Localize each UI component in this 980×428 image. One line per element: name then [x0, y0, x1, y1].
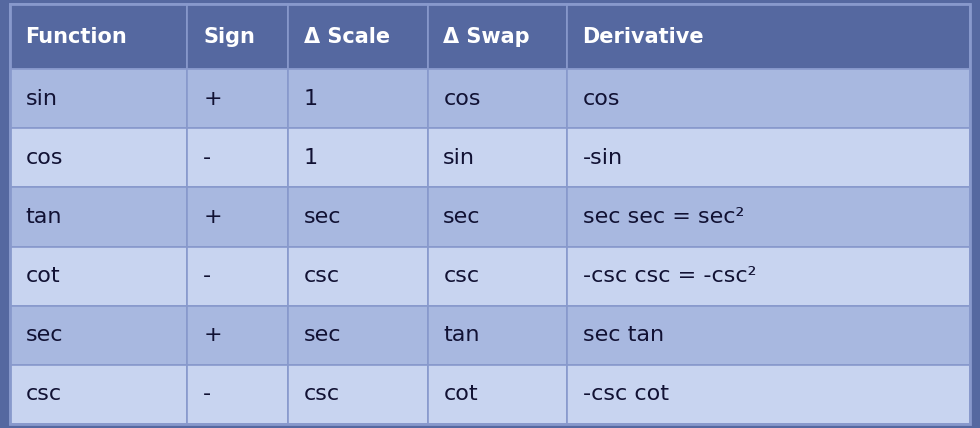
Bar [288, 69, 427, 128]
Text: csc: csc [25, 384, 62, 404]
Bar [10, 187, 187, 247]
Bar [427, 365, 566, 424]
Bar [566, 69, 970, 128]
Text: +: + [203, 325, 221, 345]
Text: Δ Scale: Δ Scale [304, 27, 390, 47]
Bar [566, 247, 970, 306]
Text: cos: cos [582, 89, 620, 109]
Bar [187, 365, 288, 424]
Text: -: - [203, 266, 212, 286]
Text: sin: sin [25, 89, 58, 109]
Text: sec: sec [304, 325, 341, 345]
Bar [566, 187, 970, 247]
Bar [427, 306, 566, 365]
Text: csc: csc [304, 384, 340, 404]
Bar [427, 69, 566, 128]
Text: -csc cot: -csc cot [582, 384, 668, 404]
Text: Derivative: Derivative [582, 27, 705, 47]
Bar [566, 128, 970, 187]
Text: sec: sec [304, 207, 341, 227]
Bar [427, 247, 566, 306]
Bar [187, 247, 288, 306]
Text: tan: tan [443, 325, 480, 345]
Text: 1: 1 [304, 148, 318, 168]
Bar [10, 365, 187, 424]
Text: tan: tan [25, 207, 62, 227]
Text: sec: sec [25, 325, 63, 345]
Bar [566, 306, 970, 365]
Bar [288, 365, 427, 424]
Bar [10, 69, 187, 128]
Text: Function: Function [25, 27, 127, 47]
Bar [288, 187, 427, 247]
Bar [10, 247, 187, 306]
Text: cot: cot [443, 384, 478, 404]
Text: -: - [203, 148, 212, 168]
Bar [187, 187, 288, 247]
Bar [187, 4, 288, 69]
Bar [288, 306, 427, 365]
Bar [187, 306, 288, 365]
Text: 1: 1 [304, 89, 318, 109]
Text: sin: sin [443, 148, 475, 168]
Text: csc: csc [443, 266, 479, 286]
Bar [566, 4, 970, 69]
Bar [288, 247, 427, 306]
Text: sec: sec [443, 207, 481, 227]
Text: +: + [203, 207, 221, 227]
Bar [566, 365, 970, 424]
Text: -csc csc = -csc²: -csc csc = -csc² [582, 266, 756, 286]
Bar [10, 306, 187, 365]
Bar [427, 128, 566, 187]
Bar [187, 69, 288, 128]
Text: sec tan: sec tan [582, 325, 663, 345]
Text: -: - [203, 384, 212, 404]
Bar [10, 128, 187, 187]
Text: cos: cos [443, 89, 481, 109]
Bar [427, 187, 566, 247]
Text: -sin: -sin [582, 148, 622, 168]
Bar [288, 128, 427, 187]
Text: sec sec = sec²: sec sec = sec² [582, 207, 744, 227]
Text: cos: cos [25, 148, 63, 168]
Bar [427, 4, 566, 69]
Bar [187, 128, 288, 187]
Text: Sign: Sign [203, 27, 255, 47]
Text: cot: cot [25, 266, 60, 286]
Text: +: + [203, 89, 221, 109]
Bar [288, 4, 427, 69]
Text: csc: csc [304, 266, 340, 286]
Bar [10, 4, 187, 69]
Text: Δ Swap: Δ Swap [443, 27, 530, 47]
